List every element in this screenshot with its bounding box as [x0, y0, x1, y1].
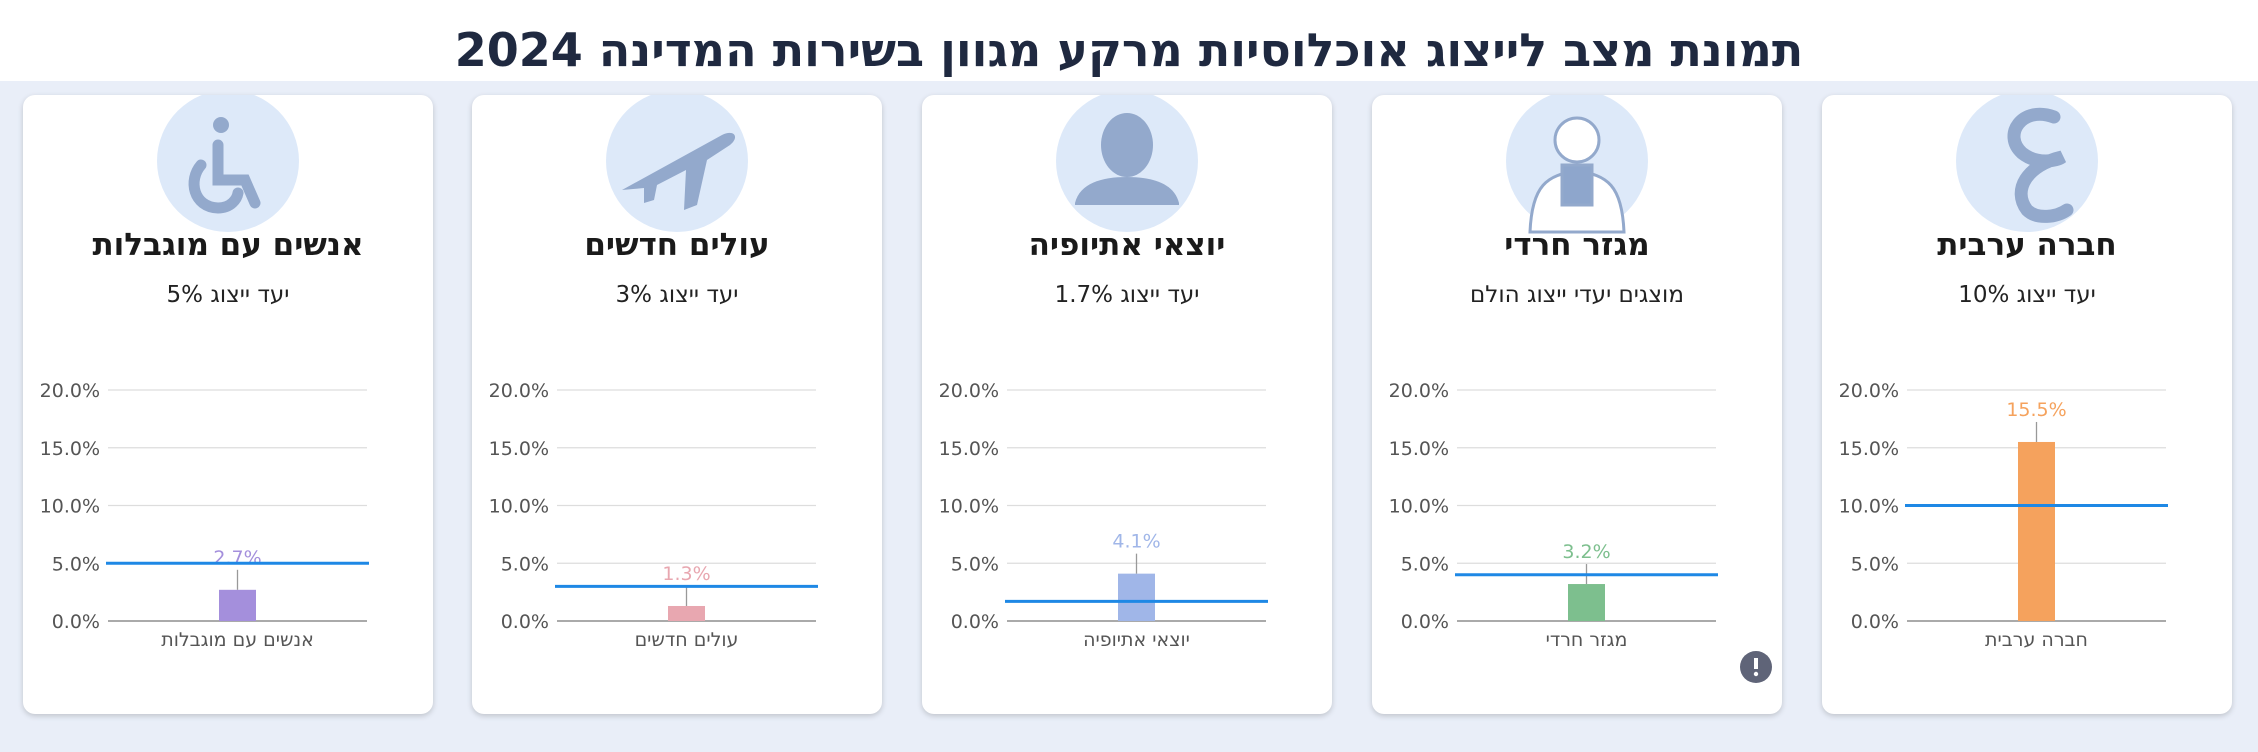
y-tick-label: 10.0%	[489, 496, 549, 518]
y-tick-label: 15.0%	[40, 438, 100, 460]
card-subtitle: יעד ייצוג 3%	[616, 282, 739, 308]
card-subtitle: יעד ייצוג 5%	[167, 282, 290, 308]
card-chart: יוצאי אתיופיה יעד ייצוג 1.7% 0.0% 5.0% 10.…	[939, 95, 1268, 651]
header-band	[0, 0, 2258, 81]
bar	[668, 605, 705, 621]
y-tick-label: 5.0%	[1401, 553, 1449, 575]
x-tick-label: עולים חדשים	[635, 629, 739, 651]
x-tick-label: יוצאי אתיופיה	[1083, 629, 1190, 651]
bar	[2018, 441, 2055, 621]
x-tick-label: מגזר חרדי	[1546, 629, 1628, 651]
card-title: מגזר חרדי	[1504, 227, 1649, 263]
y-tick-label: 20.0%	[1839, 380, 1899, 402]
card-title: יוצאי אתיופיה	[1029, 227, 1226, 263]
x-tick-label: אנשים עם מוגבלות	[161, 629, 314, 651]
card-chart: חברה ערבית יעד ייצוג 10% 0.0% 5.0% 10.0% 15…	[1839, 95, 2168, 651]
card-title: אנשים עם מוגבלות	[92, 227, 363, 263]
y-tick-label: 10.0%	[1839, 496, 1899, 518]
y-tick-label: 15.0%	[939, 438, 999, 460]
y-tick-label: 0.0%	[501, 611, 549, 633]
card: אנשים עם מוגבלות יעד ייצוג 5% 0.0% 5.0% 10…	[23, 95, 433, 714]
card: מגזר חרדי מוצגים יעדי ייצוג הולם 0.0% 5.0…	[1372, 95, 1782, 714]
bar	[1568, 584, 1605, 621]
card: עולים חדשים יעד ייצוג 3% 0.0% 5.0% 10.0% 15…	[472, 95, 882, 714]
bar	[219, 589, 256, 621]
info-badge-dot	[1753, 671, 1759, 677]
card-subtitle: מוצגים יעדי ייצוג הולם	[1470, 282, 1684, 308]
y-tick-label: 5.0%	[52, 553, 100, 575]
icon	[188, 117, 261, 214]
y-tick-label: 20.0%	[1389, 380, 1449, 402]
y-tick-label: 0.0%	[1851, 611, 1899, 633]
y-tick-label: 5.0%	[951, 553, 999, 575]
value-label: 4.1%	[1112, 531, 1160, 553]
value-label: 3.2%	[1562, 541, 1610, 563]
card: יוצאי אתיופיה יעד ייצוג 1.7% 0.0% 5.0% 10.…	[922, 95, 1332, 714]
y-tick-label: 5.0%	[501, 553, 549, 575]
value-label: 1.3%	[662, 563, 710, 585]
y-tick-label: 0.0%	[951, 611, 999, 633]
card-chart: עולים חדשים יעד ייצוג 3% 0.0% 5.0% 10.0% 15…	[489, 95, 818, 651]
card-title: עולים חדשים	[584, 227, 769, 263]
value-label: 2.7%	[213, 547, 261, 569]
y-tick-label: 20.0%	[489, 380, 549, 402]
y-tick-label: 0.0%	[52, 611, 100, 633]
x-tick-label: חברה ערבית	[1985, 629, 2088, 651]
card: חברה ערבית יעד ייצוג 10% 0.0% 5.0% 10.0% 15…	[1822, 95, 2232, 714]
icon	[622, 132, 736, 210]
y-tick-label: 20.0%	[40, 380, 100, 402]
card-subtitle: יעד ייצוג 1.7%	[1055, 282, 1200, 308]
y-tick-label: 15.0%	[1389, 438, 1449, 460]
y-tick-label: 10.0%	[40, 496, 100, 518]
card-chart: מגזר חרדי מוצגים יעדי ייצוג הולם 0.0% 5.0…	[1389, 95, 1772, 683]
icon	[2007, 107, 2074, 223]
y-tick-label: 5.0%	[1851, 553, 1899, 575]
info-badge-mark	[1754, 658, 1758, 669]
page-title: תמונת מצב לייצוג אוכלוסיות מרקע מגוון בש…	[454, 23, 1804, 77]
value-label: 15.5%	[2006, 399, 2066, 421]
bar	[1118, 573, 1155, 621]
y-tick-label: 0.0%	[1401, 611, 1449, 633]
card-title: חברה ערבית	[1937, 227, 2116, 263]
card-subtitle: יעד ייצוג 10%	[1958, 282, 2096, 308]
y-tick-label: 10.0%	[1389, 496, 1449, 518]
y-tick-label: 10.0%	[939, 496, 999, 518]
y-tick-label: 15.0%	[489, 438, 549, 460]
icon	[1075, 113, 1179, 205]
y-tick-label: 20.0%	[939, 380, 999, 402]
y-tick-label: 15.0%	[1839, 438, 1899, 460]
card-chart: אנשים עם מוגבלות יעד ייצוג 5% 0.0% 5.0% 10…	[40, 95, 369, 651]
icon	[1528, 116, 1626, 234]
